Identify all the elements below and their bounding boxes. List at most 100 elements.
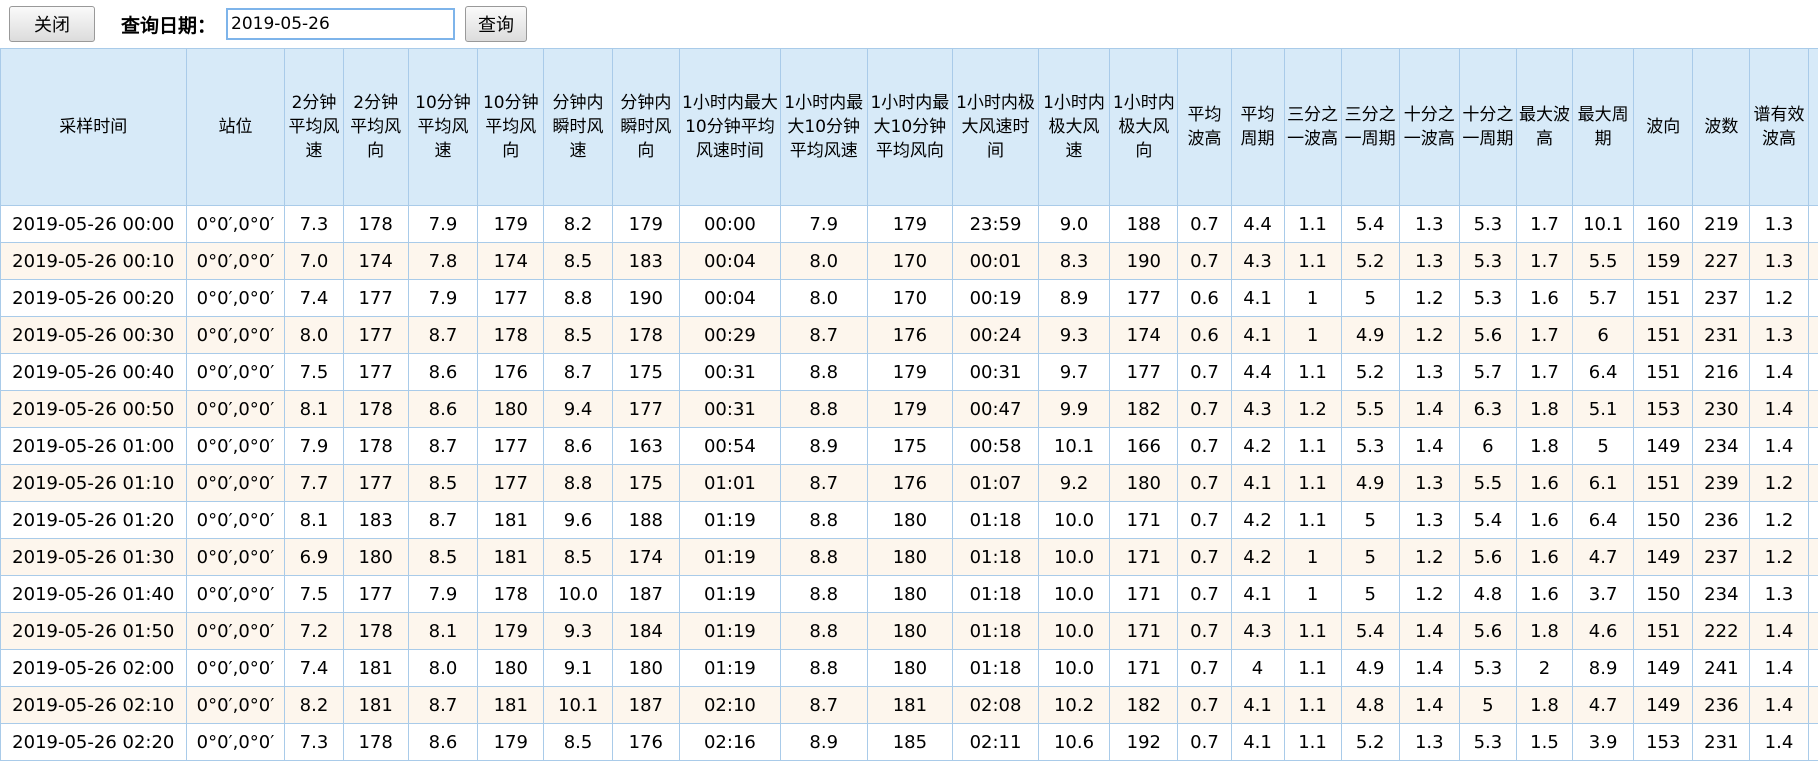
table-cell: 236 <box>1692 686 1751 724</box>
table-row: 2019-05-26 01:00 0°0′,0°0′ 7.9 178 8.7 177 8.6… <box>0 427 1818 465</box>
table-cell: 177 <box>477 279 545 317</box>
table-cell: 178 <box>342 205 409 243</box>
table-cell: 10.1 <box>543 686 613 724</box>
table-cell: 7.9 <box>407 575 479 613</box>
table-row: 2019-05-26 02:10 0°0′,0°0′ 8.2 181 8.7 181 10.… <box>0 686 1818 724</box>
table-cell: 5.3 <box>1458 279 1517 317</box>
table-cell: 231 <box>1692 316 1751 354</box>
table-cell: 0°0′,0°0′ <box>185 538 286 576</box>
table-cell: 10.0 <box>1037 575 1111 613</box>
table-cell: 02:10 <box>678 686 781 724</box>
table-cell: 1.4 <box>1398 390 1460 428</box>
table-cell: 01:19 <box>678 501 781 539</box>
table-cell: 6.9 <box>284 538 344 576</box>
table-cell: 01:19 <box>678 649 781 687</box>
table-cell: 8.1 <box>284 390 344 428</box>
table-cell: 181 <box>477 686 545 724</box>
table-cell: 2019-05-26 01:30 <box>0 538 187 576</box>
table-cell: 4.1 <box>1230 316 1285 354</box>
table-cell: 9.7 <box>1037 353 1111 391</box>
table-cell: 5.5 <box>1572 242 1635 280</box>
table-cell: 9.0 <box>1037 205 1111 243</box>
table-cell: 6.4 <box>1572 501 1635 539</box>
table-row: 2019-05-26 00:30 0°0′,0°0′ 8.0 177 8.7 178 8.5… <box>0 316 1818 354</box>
date-input[interactable]: 2019-05-26 <box>226 8 456 40</box>
table-cell: 0.7 <box>1177 538 1232 576</box>
table-cell: 1.4 <box>1749 723 1809 761</box>
table-cell: 1.2 <box>1398 575 1460 613</box>
table-cell: 1.4 <box>1398 686 1460 724</box>
table-cell: 171 <box>1109 538 1179 576</box>
table-cell: 4.3 <box>1807 575 1818 613</box>
table-cell: 7.9 <box>407 279 479 317</box>
table-cell: 178 <box>342 612 409 650</box>
table-cell: 4.8 <box>1458 575 1517 613</box>
table-cell: 149 <box>1633 686 1694 724</box>
column-header: 10分钟平均风向 <box>477 48 545 206</box>
table-cell: 9.4 <box>543 390 613 428</box>
table-cell: 177 <box>1109 353 1179 391</box>
table-cell: 4.2 <box>1230 501 1285 539</box>
table-cell: 0°0′,0°0′ <box>185 686 286 724</box>
table-cell: 187 <box>611 686 680 724</box>
table-cell: 8.6 <box>407 723 479 761</box>
table-cell: 179 <box>477 723 545 761</box>
table-cell: 149 <box>1633 649 1694 687</box>
table-cell: 177 <box>342 353 409 391</box>
table-cell: 150 <box>1633 501 1694 539</box>
table-cell: 178 <box>342 427 409 465</box>
table-cell: 176 <box>866 464 954 502</box>
table-cell: 159 <box>1633 242 1694 280</box>
table-cell: 0°0′,0°0′ <box>185 390 286 428</box>
table-cell: 7.9 <box>407 205 479 243</box>
table-cell: 00:19 <box>952 279 1039 317</box>
table-cell: 01:19 <box>678 612 781 650</box>
table-cell: 1.3 <box>1749 205 1809 243</box>
table-cell: 2019-05-26 02:20 <box>0 723 187 761</box>
table-cell: 1.4 <box>1749 649 1809 687</box>
table-cell: 1.8 <box>1515 686 1574 724</box>
table-cell: 149 <box>1633 538 1694 576</box>
column-header: 分钟内瞬时风向 <box>611 48 680 206</box>
table-cell: 5.6 <box>1458 316 1517 354</box>
table-cell: 0°0′,0°0′ <box>185 205 286 243</box>
query-button[interactable]: 查询 <box>465 6 528 42</box>
table-cell: 10.0 <box>543 575 613 613</box>
table-cell: 1.4 <box>1749 612 1809 650</box>
table-cell: 1 <box>1283 575 1342 613</box>
table-cell: 01:18 <box>952 649 1039 687</box>
table-cell: 1.3 <box>1398 353 1460 391</box>
table-cell: 5.3 <box>1458 649 1517 687</box>
table-cell: 7.4 <box>284 649 344 687</box>
table-cell: 00:58 <box>952 427 1039 465</box>
table-row: 2019-05-26 00:20 0°0′,0°0′ 7.4 177 7.9 177 8.8… <box>0 279 1818 317</box>
table-cell: 01:07 <box>952 464 1039 502</box>
table-cell: 8.8 <box>779 612 868 650</box>
table-cell: 1.1 <box>1283 723 1342 761</box>
table-cell: 170 <box>866 279 954 317</box>
table-row: 2019-05-26 00:40 0°0′,0°0′ 7.5 177 8.6 176 8.7… <box>0 353 1818 391</box>
table-cell: 150 <box>1633 575 1694 613</box>
table-row: 2019-05-26 02:00 0°0′,0°0′ 7.4 181 8.0 180 9.1… <box>0 649 1818 687</box>
table-cell: 153 <box>1633 390 1694 428</box>
table-row: 2019-05-26 01:30 0°0′,0°0′ 6.9 180 8.5 181 8.5… <box>0 538 1818 576</box>
header-row: 采样时间 站位 2分钟平均风速 2分钟平均风向 10分钟平均风速 10分钟平均风向 分钟内瞬… <box>0 48 1818 206</box>
table-cell: 00:31 <box>952 353 1039 391</box>
table-cell: 177 <box>477 464 545 502</box>
close-button[interactable]: 关闭 <box>9 6 95 42</box>
table-cell: 0°0′,0°0′ <box>185 649 286 687</box>
table-cell: 00:29 <box>678 316 781 354</box>
table-cell: 1.3 <box>1398 205 1460 243</box>
table-cell: 8.5 <box>543 538 613 576</box>
table-cell: 6 <box>1458 427 1517 465</box>
table-cell: 1 <box>1283 538 1342 576</box>
table-cell: 4.6 <box>1572 612 1635 650</box>
table-cell: 1.6 <box>1515 501 1574 539</box>
table-cell: 2019-05-26 00:40 <box>0 353 187 391</box>
table-cell: 0°0′,0°0′ <box>185 353 286 391</box>
table-cell: 5.5 <box>1458 464 1517 502</box>
table-cell: 177 <box>342 464 409 502</box>
column-header: 谱平均波周期 <box>1807 48 1818 206</box>
table-cell: 2019-05-26 02:00 <box>0 649 187 687</box>
table-cell: 188 <box>611 501 680 539</box>
